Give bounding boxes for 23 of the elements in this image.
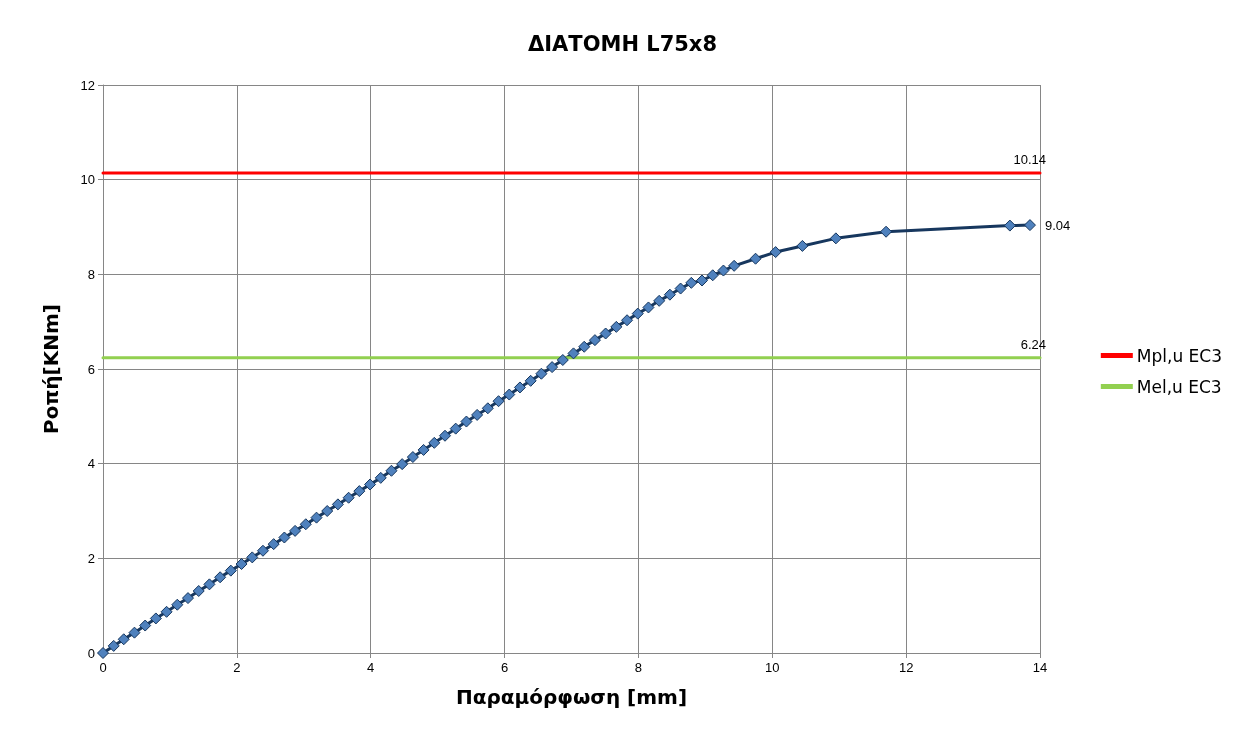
y-tick-label: 0 (87, 645, 95, 661)
y-tick-label: 12 (80, 77, 95, 93)
data-label: 9.04 (1044, 217, 1071, 233)
y-tick-label: 8 (87, 266, 95, 282)
y-tick-label: 2 (87, 550, 95, 566)
y-axis-title: Ροπή[KNm] (39, 304, 63, 434)
x-tick-label: 4 (367, 660, 375, 675)
chart-title: ΔΙΑΤΟΜΗ L75x8 (527, 31, 718, 56)
x-axis-title: Παραμόρφωση [mm] (455, 685, 688, 709)
legend-label: Mpl,u EC3 (1136, 345, 1223, 366)
x-tick-label: 14 (1032, 660, 1048, 675)
x-tick-label: 10 (765, 660, 780, 675)
legend-label: Mel,u EC3 (1136, 376, 1222, 397)
x-tick-label: 0 (99, 660, 107, 675)
data-label: 10.14 (1013, 152, 1046, 168)
x-tick-label: 8 (634, 660, 643, 675)
x-tick-label: 2 (233, 660, 241, 675)
y-tick-label: 6 (87, 361, 95, 377)
x-tick-label: 6 (500, 660, 509, 675)
data-label: 6.24 (1020, 336, 1046, 352)
x-tick-label: 12 (898, 660, 914, 675)
y-tick-label: 4 (87, 456, 95, 472)
y-tick-label: 10 (80, 172, 95, 188)
